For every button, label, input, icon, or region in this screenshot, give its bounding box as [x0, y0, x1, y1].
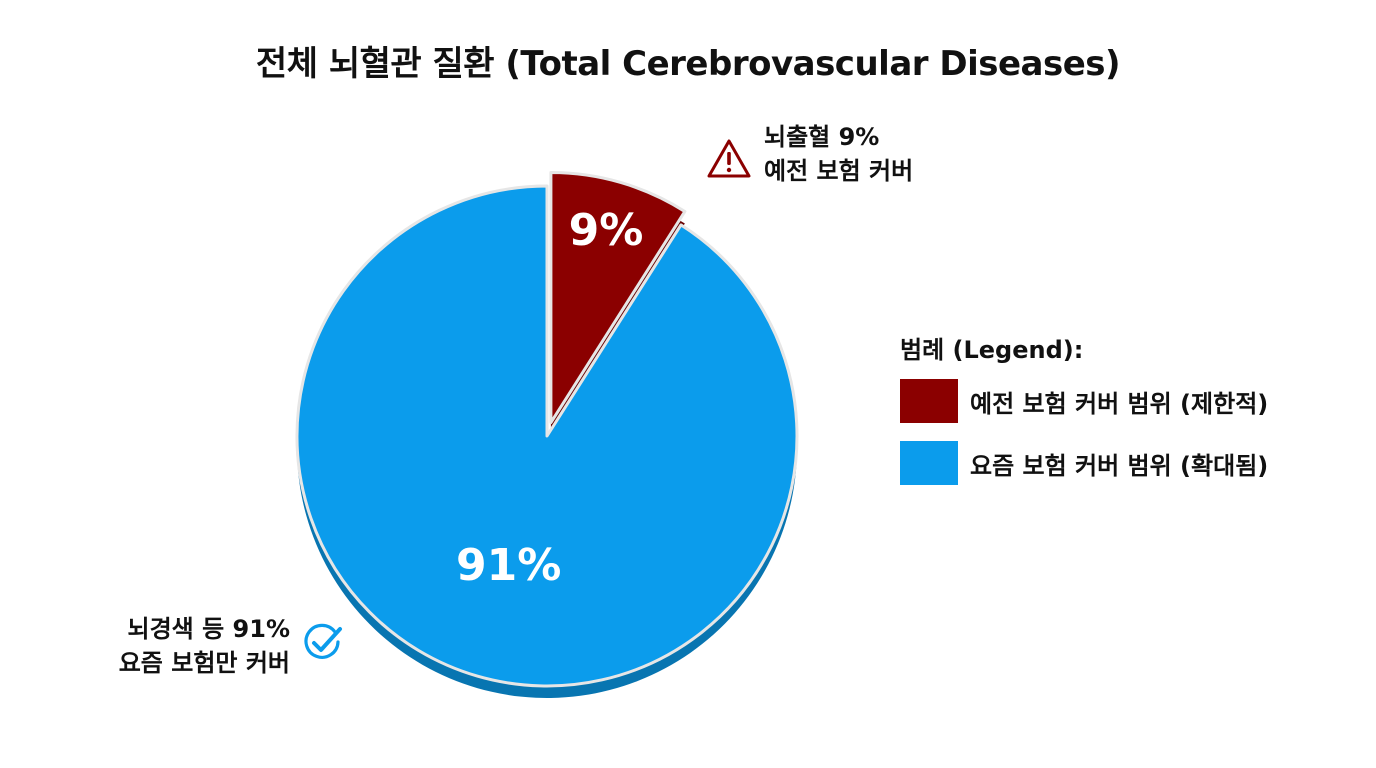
infarction-annotation-line-2: 요즘 보험만 커버 [118, 649, 290, 677]
hemorrhage-annotation: 뇌출혈 9% 예전 보험 커버 [764, 120, 913, 188]
legend-label-limited: 예전 보험 커버 범위 (제한적) [970, 389, 1269, 418]
pie-data-label-0: 9% [569, 205, 644, 256]
legend-swatch-limited [900, 379, 958, 423]
hemorrhage-annotation-line-1: 뇌출혈 9% [764, 123, 880, 151]
chart-title: 전체 뇌혈관 질환 (Total Cerebrovascular Disease… [255, 44, 1121, 84]
legend-item-limited: 예전 보험 커버 범위 (제한적) [900, 379, 1268, 423]
legend-item-expanded: 요즘 보험 커버 범위 (확대됨) [900, 441, 1268, 485]
hemorrhage-annotation-line-2: 예전 보험 커버 [764, 157, 914, 185]
warning-icon [707, 139, 751, 178]
pie-slice-0 [549, 171, 687, 425]
infarction-annotation-line-1: 뇌경색 등 91% [127, 615, 290, 643]
legend: 범례 (Legend): 예전 보험 커버 범위 (제한적) 요즘 보험 커버 … [900, 330, 1268, 503]
legend-title: 범례 (Legend): [900, 336, 1084, 364]
check-circle-icon [304, 623, 342, 659]
legend-label-expanded: 요즘 보험 커버 범위 (확대됨) [970, 451, 1269, 480]
pie-slice-1 [295, 184, 799, 688]
legend-swatch-expanded [900, 441, 958, 485]
infarction-annotation: 뇌경색 등 91% 요즘 보험만 커버 [60, 612, 290, 680]
pie-data-label-1: 91% [456, 540, 561, 591]
